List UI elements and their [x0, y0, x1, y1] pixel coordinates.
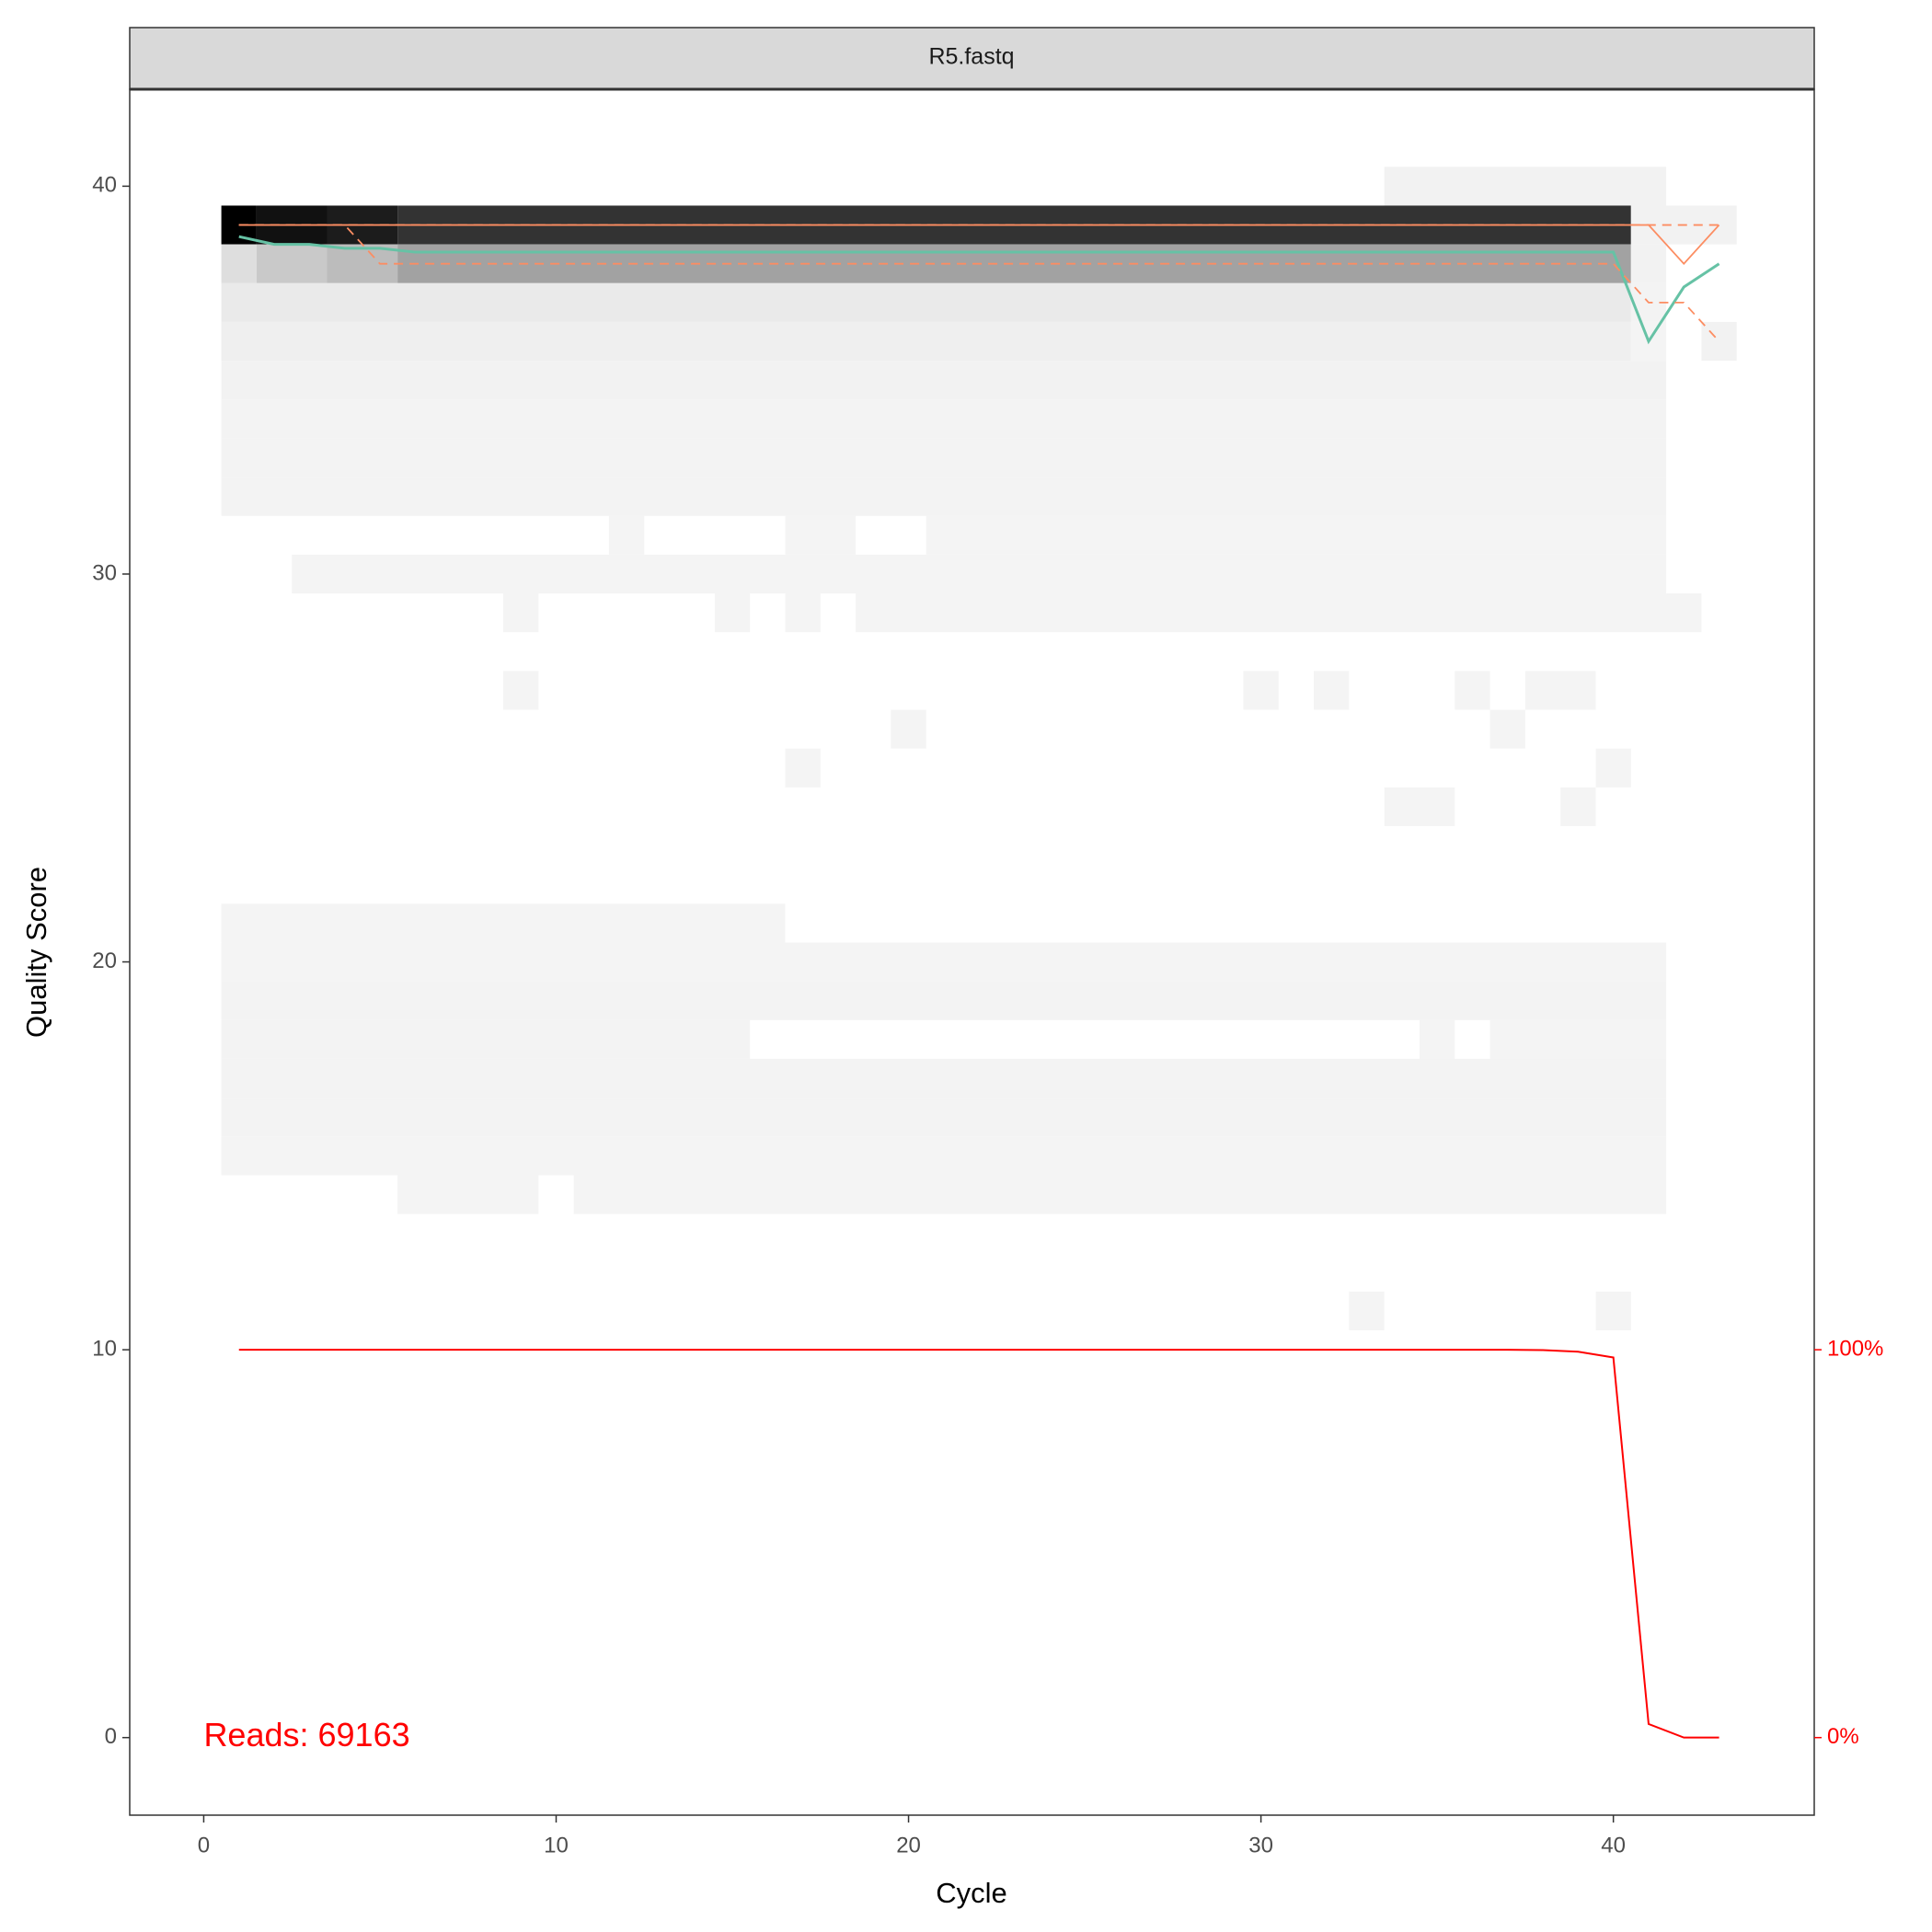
- tile: [221, 1098, 1667, 1137]
- tile: [1595, 748, 1631, 788]
- tile: [1630, 244, 1667, 283]
- tile: [221, 1019, 751, 1059]
- tile: [1489, 709, 1525, 749]
- tile: [221, 942, 1667, 982]
- tile: [608, 515, 645, 555]
- y-tick-label: 30: [92, 560, 117, 585]
- tile: [221, 399, 1667, 439]
- strip-title: R5.fastq: [928, 44, 1014, 70]
- tile: [221, 1136, 1667, 1176]
- tile: [221, 981, 1667, 1020]
- tile: [1243, 671, 1279, 710]
- tile: [292, 554, 1667, 594]
- tile: [1384, 787, 1455, 826]
- heatmap: [221, 167, 1737, 1331]
- tile: [221, 361, 1667, 400]
- x-tick-label: 30: [1248, 1833, 1273, 1857]
- tile: [503, 593, 539, 633]
- tile: [256, 244, 328, 283]
- tile: [891, 709, 926, 749]
- x-tick-label: 10: [544, 1833, 569, 1857]
- y2-tick-label: 0%: [1827, 1724, 1859, 1749]
- x-tick-label: 0: [198, 1833, 210, 1857]
- lines: [238, 224, 1720, 1739]
- tile: [221, 477, 1667, 516]
- y-tick-label: 0: [105, 1724, 117, 1749]
- tile: [1595, 1291, 1631, 1331]
- x-axis-title: Cycle: [936, 1877, 1007, 1909]
- tile: [785, 748, 821, 788]
- strip: [129, 27, 1815, 90]
- tile: [221, 321, 1631, 362]
- y-tick-label: 40: [92, 173, 117, 198]
- tile: [926, 515, 1667, 555]
- tile: [397, 1175, 539, 1214]
- tile: [1349, 1291, 1385, 1331]
- tile: [1489, 1019, 1667, 1059]
- x-tick-label: 20: [896, 1833, 921, 1857]
- tile: [1455, 671, 1490, 710]
- tile: [1701, 321, 1737, 362]
- series-line: [238, 1349, 1719, 1739]
- tile: [221, 244, 257, 283]
- tile: [573, 1175, 1667, 1214]
- series-line: [238, 224, 1720, 342]
- y-axis-title: Quality Score: [20, 867, 52, 1038]
- tile: [221, 1058, 1667, 1098]
- tile: [1560, 787, 1596, 826]
- tile: [221, 438, 1667, 477]
- tile: [221, 282, 1631, 322]
- reads-annotation: Reads: 69163: [203, 1716, 409, 1754]
- x-tick-label: 40: [1601, 1833, 1626, 1857]
- tile: [1314, 671, 1350, 710]
- tile: [1524, 671, 1596, 710]
- y2-tick-label: 100%: [1827, 1336, 1883, 1361]
- tile: [785, 593, 821, 633]
- tile: [1419, 1019, 1455, 1059]
- series-line: [238, 235, 1720, 345]
- tile: [856, 593, 1702, 633]
- tile: [785, 515, 857, 555]
- tile: [714, 593, 751, 633]
- tile: [221, 903, 786, 943]
- y-tick-label: 20: [92, 949, 117, 973]
- tile: [1384, 167, 1667, 206]
- tile: [503, 671, 539, 710]
- y-tick-label: 10: [92, 1336, 117, 1361]
